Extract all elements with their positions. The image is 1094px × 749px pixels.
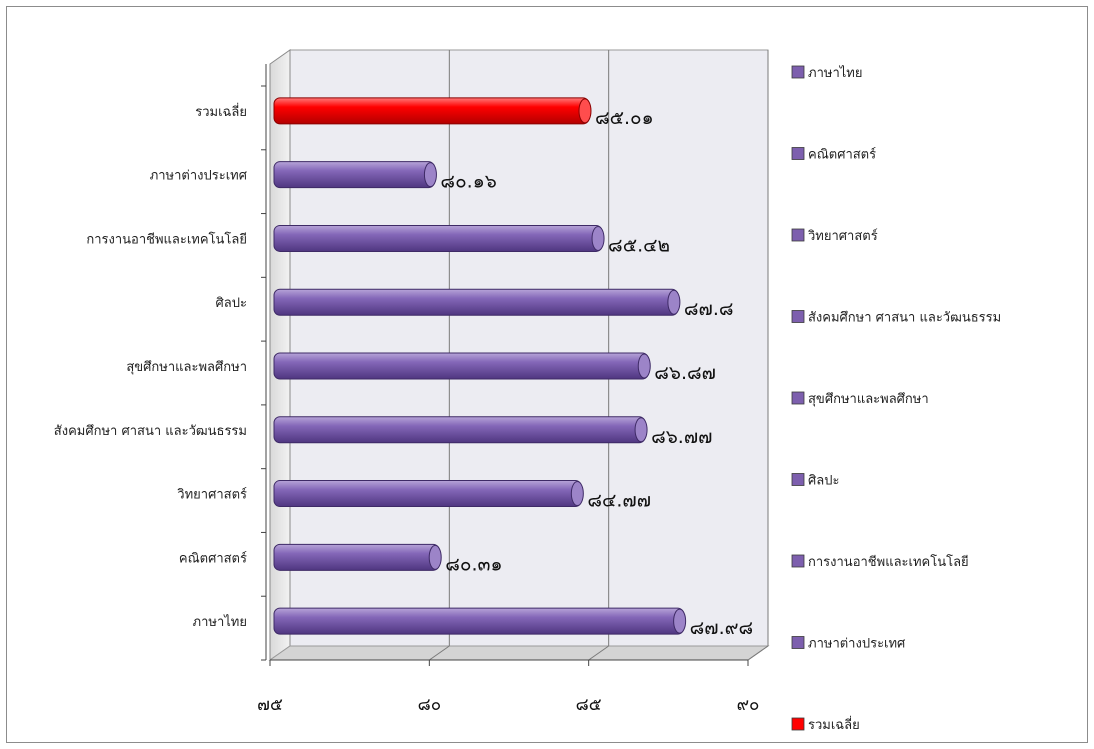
bar [273,161,435,189]
bar-cap [423,162,437,188]
bar-cap [637,353,651,379]
legend-swatch [791,391,805,405]
data-label: ๘๕.๐๑ [595,107,654,129]
bar [273,352,649,380]
legend-swatch [791,554,805,568]
legend-label: ศิลปะ [808,474,839,489]
gridline-floor [588,645,609,661]
legend-label: คณิตศาสตร์ [808,147,876,163]
gridlines [429,50,769,661]
value-labels: ๘๗.๙๘ ๘๐.๓๑ ๘๔.๗๗ ๘๖.๗๗ ๘๖.๘๗ ๘๗.๘ ๘๕.๔๒ ๘๐.๑๖ ๘… [440,107,753,639]
gridline-floor [429,645,450,661]
data-label: ๘๗.๙๘ [690,617,754,639]
data-label: ๘๖.๘๗ [654,362,716,384]
category-label: ศิลปะ [216,296,247,311]
category-label: ภาษาไทย [193,614,247,630]
category-label: ภาษาต่างประเทศ [150,169,248,184]
axes [261,64,749,666]
legend-label: การงานอาชีพและเทคโนโลยี [808,554,969,570]
legend-label: สังคมศึกษา ศาสนา และวัฒนธรรม [808,311,1001,326]
category-label: รวมเฉลี่ย [195,103,247,120]
legend-swatch [791,636,805,649]
data-label: ๘๕.๔๒ [608,234,670,256]
bar [273,607,685,635]
bar [273,288,679,316]
bar-cap [591,225,605,251]
bar-cap [570,481,584,507]
legend-swatch [791,147,805,160]
data-label: ๘๔.๗๗ [587,490,651,512]
data-label: ๘๐.๑๖ [440,171,496,193]
bar [273,224,603,252]
legend-label: ภาษาไทย [808,65,862,81]
legend-swatch [791,473,805,486]
category-labels: ภาษาไทย คณิตศาสตร์ วิทยาศาสตร์ สังคมศึกษา ศ… [54,103,248,630]
bar-cap [634,417,648,443]
legend-label: วิทยาศาสตร์ [807,228,877,244]
bar [273,97,590,125]
bar-cap [428,544,442,570]
data-label: ๘๐.๓๑ [445,553,502,575]
legend-swatch [791,717,805,731]
bar [273,543,440,571]
x-tick-label: ๗๕ [257,695,283,715]
bar-cap [673,608,687,634]
legend-swatch [791,310,805,323]
x-tick-label: ๘๕ [576,695,602,715]
x-tick-label: ๙๐ [737,695,760,715]
bar-cap [578,98,592,124]
data-label: ๘๗.๘ [684,298,734,320]
legend-label: สุขศึกษาและพลศึกษา [808,392,929,407]
bar [273,480,582,508]
x-tick-label: ๘๐ [418,695,442,715]
bars [273,97,687,635]
category-label: คณิตศาสตร์ [179,550,247,566]
category-label: วิทยาศาสตร์ [177,487,247,503]
data-label: ๘๖.๗๗ [651,426,712,448]
floor [268,645,770,661]
bar-cap [667,289,681,315]
legend-label: รวมเฉลี่ย [808,716,860,733]
legend-swatch [791,65,805,79]
bar [273,416,646,444]
x-tick-labels: ๗๕ ๘๐ ๘๕ ๙๐ [257,695,759,715]
legend-swatch [791,228,805,242]
category-label: การงานอาชีพและเทคโนโลยี [86,231,247,247]
category-label: สังคมศึกษา ศาสนา และวัฒนธรรม [54,424,247,439]
gridline-floor [747,645,769,661]
legend-label: ภาษาต่างประเทศ [808,637,906,652]
category-label: สุขศึกษาและพลศึกษา [126,360,247,375]
